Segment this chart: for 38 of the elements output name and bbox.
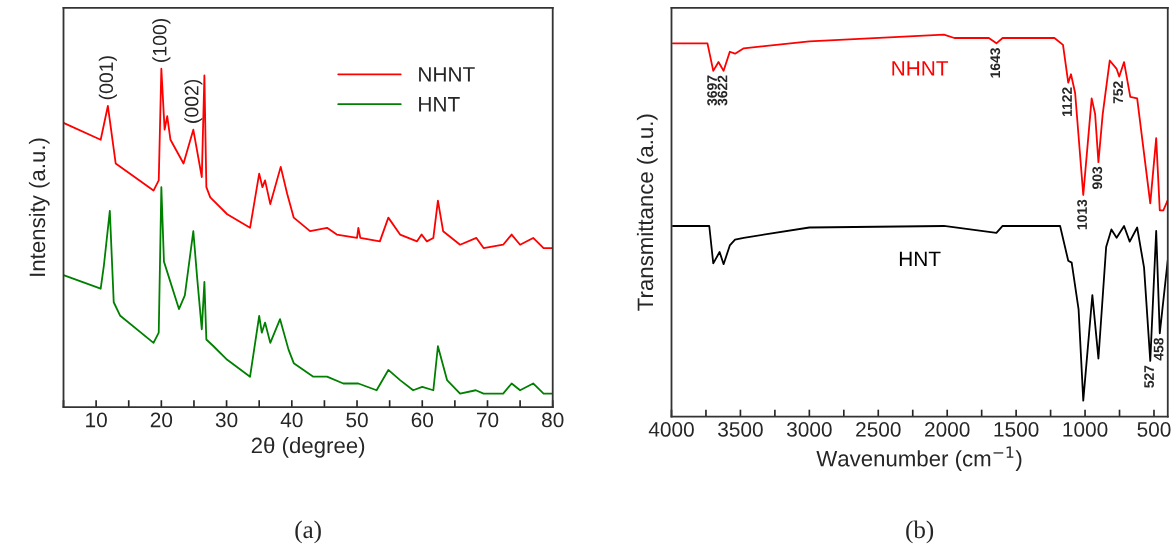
annotation: 3697 <box>707 75 718 106</box>
annotation: 752 <box>1113 81 1123 104</box>
text: (a) <box>295 520 321 544</box>
x-tick-label: 60 <box>411 412 434 428</box>
x-tick-label: 50 <box>346 412 368 428</box>
x-tick-label: 1000 <box>1063 422 1108 437</box>
x-tick-label: 10 <box>86 412 107 428</box>
x-tick-label: 3500 <box>718 422 763 437</box>
x-tick-label: 1500 <box>994 422 1039 437</box>
x-tick-label: 20 <box>150 412 173 428</box>
x-axis-title: 2θ (degree) <box>251 437 365 458</box>
series-label: HNT <box>899 251 941 267</box>
series-label: NHNT <box>892 61 949 76</box>
y-axis-title: Intensity (a.u.) <box>28 138 50 276</box>
annotation: 1643 <box>990 48 1001 78</box>
annotation: 527 <box>1144 365 1154 388</box>
annotation: (001) <box>98 56 117 100</box>
x-tick-label: 2000 <box>925 422 970 437</box>
x-tick-label: 40 <box>280 412 303 428</box>
x-tick-label: 80 <box>542 412 564 428</box>
annotation: (100) <box>152 18 171 62</box>
x-tick-label: 4000 <box>648 422 694 437</box>
y-axis-title: Transmittance (a.u.) <box>636 114 658 311</box>
annotation: 1013 <box>1077 199 1088 230</box>
legend-label: NHNT <box>419 67 475 82</box>
text: (b) <box>906 520 934 544</box>
legend-label: HNT <box>419 97 460 112</box>
annotation: 458 <box>1153 337 1164 361</box>
x-tick-label: 70 <box>476 412 499 428</box>
annotation: 3622 <box>717 75 728 106</box>
annotation: 903 <box>1092 166 1103 190</box>
x-tick-label: 30 <box>215 412 238 428</box>
x-tick-label: 3000 <box>786 422 832 437</box>
annotation: (002) <box>184 79 203 123</box>
x-tick-label: 500 <box>1137 422 1171 437</box>
x-axis-title: Wavenumber (cm$^{−1}$) <box>816 446 1022 471</box>
x-tick-label: 2500 <box>856 422 901 437</box>
annotation: 1122 <box>1062 87 1072 117</box>
